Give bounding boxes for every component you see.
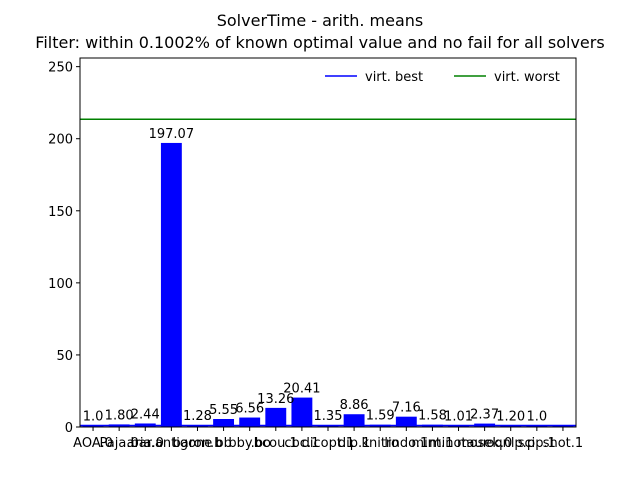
legend-label-virt-worst: virt. worst: [494, 70, 560, 85]
data-label-bcou.1: 13.26: [257, 392, 294, 407]
x-tick-label-bar.antigone: bar.antigone: [130, 436, 212, 451]
x-tick-label-aria.0: aria.0: [127, 436, 164, 451]
bar-bby.bo: [239, 417, 261, 427]
data-label-bar.antigone: 197.07: [149, 127, 195, 142]
data-label-AOA.0: 1.0: [83, 410, 104, 425]
data-label-knitro: 1.59: [366, 409, 395, 424]
bar-cbc.1: [291, 397, 313, 427]
y-tick-label-200: 200: [48, 133, 73, 148]
bars-group: [82, 142, 574, 427]
legend: virt. best virt. worst: [325, 70, 560, 85]
y-tick-label-50: 50: [56, 349, 73, 364]
plot-frame: [79, 57, 577, 428]
data-label-minotaur: 1.01: [444, 410, 473, 425]
x-tick-label-Paja.0: Paja.0: [100, 436, 139, 451]
x-tick-label-scip.1: scip.1: [518, 436, 556, 451]
data-label-bby.bo: 6.56: [235, 402, 264, 417]
data-labels-group: 1.0 1.802.44197.071.285.556.5613.2620.411…: [83, 127, 547, 425]
data-label-aria.0: 2.44: [131, 407, 160, 422]
reference-lines-group: [80, 118, 576, 427]
data-label-mosek.0: 2.37: [470, 408, 499, 423]
bar-bcou.1: [265, 407, 287, 427]
data-label-mint.1: 1.58: [418, 409, 447, 424]
x-tick-label-bby.bo: bby.bo: [228, 436, 271, 451]
data-label-lindo.1: 7.16: [392, 401, 421, 416]
chart-subtitle: Filter: within 0.1002% of known optimal …: [35, 33, 605, 52]
data-label-bb: 5.55: [209, 403, 238, 418]
axes-group: 0 50 100 150 200 250 AOA.0Paja.0aria.0bar.anti…: [48, 57, 583, 451]
data-label-cbc.1: 20.41: [283, 382, 320, 397]
chart-title: SolverTime - arith. means: [216, 11, 424, 30]
x-tick-label-minotaur: minotaur: [429, 436, 489, 451]
y-tick-label-150: 150: [48, 205, 73, 220]
x-tick-label-bcou.1: bcou.1: [254, 436, 298, 451]
x-tick-label-knitro: knitro: [361, 436, 399, 451]
x-tick-label-mosek.0: mosek.0: [457, 436, 512, 451]
bar-bar.antigone: [160, 142, 182, 427]
x-tick-label-oqnlp.p: oqnlp.p: [486, 436, 535, 451]
x-tick-label-baron.b: baron.b: [173, 436, 223, 451]
x-tick-label-cbc.1: cbc.1: [284, 436, 319, 451]
bar-lindo.1: [395, 416, 417, 427]
data-label-oqnlp.p: 1.20: [496, 409, 525, 424]
y-tick-label-0: 0: [65, 421, 73, 436]
bar-bb: [213, 419, 235, 427]
data-label-dicopt.1: 1.35: [314, 409, 343, 424]
legend-label-virt-best: virt. best: [365, 70, 423, 85]
y-tick-label-100: 100: [48, 277, 73, 292]
x-tick-label-dicopt.1: dicopt.1: [302, 436, 355, 451]
x-tick-label-AOA.0: AOA.0: [73, 436, 113, 451]
x-tick-label-bb: bb: [215, 436, 232, 451]
x-tick-label-shot.1: shot.1: [543, 436, 583, 451]
x-tick-label-mint.1: mint.1: [411, 436, 453, 451]
x-tick-label-lindo.1: lindo.1: [384, 436, 428, 451]
data-label-scip.1: 1.0: [526, 410, 547, 425]
data-label-Paja.0: 1.80: [105, 408, 134, 423]
y-tick-label-250: 250: [48, 61, 73, 76]
x-tick-label-dip.1: dip.1: [338, 436, 371, 451]
data-label-baron.b: 1.28: [183, 409, 212, 424]
bar-dip.1: [343, 414, 365, 427]
data-label-dip.1: 8.86: [340, 398, 369, 413]
